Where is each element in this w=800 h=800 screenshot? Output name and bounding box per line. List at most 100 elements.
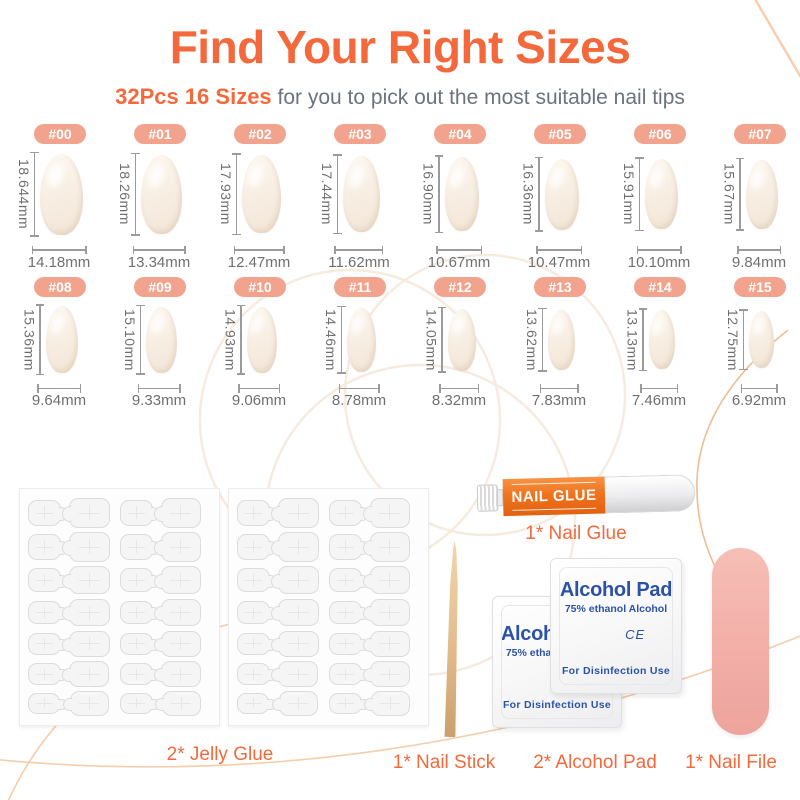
jelly-glue-sticker (328, 663, 369, 685)
jelly-glue-sticker (153, 630, 201, 657)
jelly-glue-sticker-grid (20, 489, 219, 725)
width-measure-group: 13.34mm (127, 246, 191, 271)
width-dimension-line (37, 384, 81, 392)
size-number-badge: #15 (734, 276, 786, 297)
jelly-glue-sheet-2 (228, 488, 429, 726)
alcohol-pad-title: Alcohol Pad (559, 579, 673, 601)
page-title: Find Your Right Sizes (169, 21, 631, 73)
subtitle-rest: for you to pick out the most suitable na… (271, 86, 685, 109)
jelly-glue-sticker (237, 568, 278, 593)
nail-size-cell: #01 18.26mm 13.34mm (100, 124, 200, 271)
jelly-glue-sticker (237, 500, 278, 526)
width-measurement-label: 12.47mm (227, 253, 291, 271)
jelly-glue-sticker (62, 498, 110, 528)
sticker-row (237, 532, 420, 562)
size-number-badge: #04 (434, 124, 486, 144)
nail-glue-tube: NAIL GLUE (476, 474, 696, 517)
nail-tip-image (45, 306, 78, 373)
ce-mark: CE (625, 627, 646, 643)
width-dimension-line (737, 246, 781, 253)
jelly-glue-sticker (271, 630, 319, 657)
size-number-label: #04 (448, 126, 472, 142)
size-number-label: #09 (148, 278, 172, 295)
width-dimension-line (137, 384, 181, 392)
sticker-row (28, 598, 211, 627)
alcohol-pad-label: 2* Alcohol Pad (533, 752, 657, 773)
jelly-glue-sticker (28, 500, 69, 526)
jelly-glue-sticker-grid (229, 489, 428, 725)
width-measurement-label: 14.18mm (27, 253, 91, 271)
height-measurement-label: 13.13mm (624, 308, 641, 371)
size-number-badge: #02 (234, 124, 286, 144)
sticker-row (28, 498, 211, 528)
alcohol-pad-subtitle: 75% ethanol Alcohol (564, 603, 668, 615)
nail-tip-image (444, 157, 479, 231)
width-dimension-line (636, 246, 682, 253)
height-dimension-line (36, 304, 43, 375)
width-measure-group: 9.33mm (132, 384, 186, 409)
size-number-badge: #01 (134, 124, 186, 144)
size-number-badge: #05 (534, 124, 586, 144)
height-measurement-label: 17.93mm (217, 163, 234, 225)
width-dimension-line (132, 246, 186, 253)
jelly-glue-sticker (154, 691, 201, 716)
jelly-glue-sticker (329, 693, 370, 714)
sticker-row (237, 691, 420, 716)
sticker-row (237, 566, 420, 595)
subtitle-highlight: 32Pcs 16 Sizes (115, 84, 272, 109)
size-number-badge: #03 (334, 124, 386, 144)
wooden-nail-stick-image (441, 541, 463, 737)
jelly-glue-sticker (237, 663, 277, 685)
width-dimension-line (536, 246, 582, 253)
size-number-label: #15 (748, 278, 772, 295)
size-number-label: #00 (48, 126, 72, 142)
jelly-glue-sticker (62, 691, 109, 716)
nail-tip-image (544, 158, 579, 230)
jelly-glue-sticker (363, 691, 410, 716)
height-dimension-line (736, 157, 743, 231)
nail-file-label: 1* Nail File (685, 752, 777, 773)
height-measure-group: 15.36mm (21, 297, 78, 383)
glue-tube-cap (476, 484, 499, 512)
jelly-glue-sticker (362, 566, 410, 595)
nail-size-cell: #14 13.13mm 7.46mm (600, 276, 700, 409)
nail-size-cell: #08 15.36mm 9.64mm (0, 276, 100, 409)
jelly-glue-sticker (328, 632, 369, 655)
height-measurement-label: 15.91mm (620, 163, 637, 225)
nail-tip-image (343, 156, 381, 232)
size-number-label: #02 (248, 126, 272, 142)
width-measure-group: 9.84mm (731, 246, 787, 271)
height-dimension-line (639, 308, 646, 371)
header: Find Your Right Sizes 32Pcs 16 Sizes for… (0, 0, 800, 110)
height-measure-group: 18.26mm (117, 144, 183, 244)
size-number-badge: #09 (134, 276, 186, 297)
nail-tip-image (648, 310, 675, 369)
nail-tip-image (146, 306, 178, 373)
nail-tip-image (242, 155, 282, 233)
size-number-badge: #07 (734, 124, 786, 144)
jelly-glue-sticker (271, 566, 319, 595)
size-number-label: #08 (48, 278, 72, 295)
jelly-glue-sticker (62, 566, 110, 595)
jelly-glue-sticker (153, 661, 201, 687)
width-measurement-label: 9.84mm (731, 253, 787, 271)
height-dimension-line (31, 151, 38, 237)
glue-tube-body (604, 474, 696, 514)
jelly-glue-sticker (328, 568, 369, 593)
height-measure-group: 13.13mm (624, 297, 675, 383)
jelly-glue-sticker (271, 532, 319, 562)
width-measurement-label: 13.34mm (127, 253, 191, 271)
sticker-row (237, 630, 420, 657)
height-measurement-label: 15.36mm (21, 308, 38, 371)
height-dimension-line (132, 152, 139, 236)
width-measurement-label: 10.10mm (627, 253, 691, 271)
nail-tip-image (645, 159, 679, 229)
jelly-glue-sticker (271, 691, 318, 716)
jelly-glue-sticker (62, 532, 110, 562)
height-dimension-line (233, 153, 240, 235)
height-measurement-label: 15.67mm (721, 163, 738, 225)
nail-size-cell: #06 15.91mm 10.10mm (600, 124, 700, 271)
width-measure-group: 7.46mm (632, 384, 686, 409)
jelly-glue-sticker (119, 500, 160, 526)
